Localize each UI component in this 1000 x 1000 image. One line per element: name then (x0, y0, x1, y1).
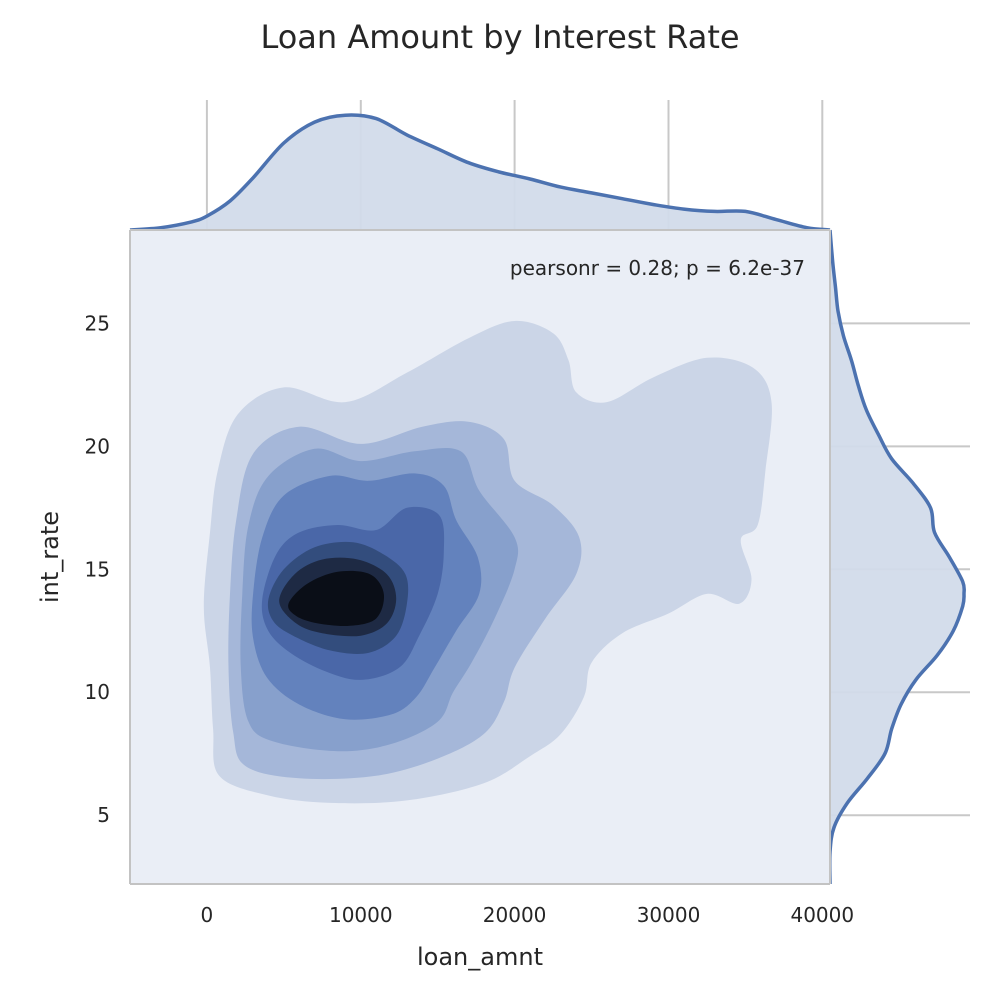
pearson-annotation: pearsonr = 0.28; p = 6.2e-37 (510, 256, 805, 280)
top-density-line (129, 113, 831, 232)
y-tick-label: 25 (85, 311, 110, 335)
y-tick-label: 15 (85, 557, 110, 581)
y-tick-label: 20 (85, 434, 110, 458)
x-tick-label: 30000 (637, 903, 701, 927)
y-tick-labels: 5 10 15 20 25 (85, 311, 110, 827)
right-density-fill (829, 230, 965, 884)
right-marginal-density (827, 229, 966, 885)
x-tick-label: 0 (201, 903, 214, 927)
x-tick-label: 40000 (790, 903, 854, 927)
right-density-line (827, 229, 966, 885)
y-axis-label: int_rate (36, 511, 64, 603)
y-tick-label: 5 (97, 803, 110, 827)
contour-level-8 (288, 570, 385, 627)
y-tick-label: 10 (85, 680, 110, 704)
density-contours (203, 320, 772, 804)
x-axis-label: loan_amnt (417, 943, 543, 971)
chart-title: Loan Amount by Interest Rate (260, 18, 739, 56)
x-tick-label: 10000 (329, 903, 393, 927)
top-marginal-density (129, 113, 831, 232)
x-tick-label: 20000 (483, 903, 547, 927)
x-tick-labels: 0 10000 20000 30000 40000 (201, 903, 855, 927)
top-density-fill (130, 115, 830, 230)
